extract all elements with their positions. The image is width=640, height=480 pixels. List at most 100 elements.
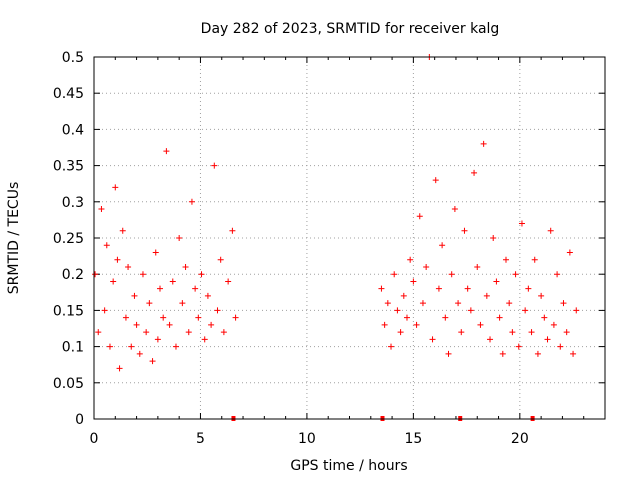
data-point xyxy=(442,314,449,321)
data-point xyxy=(128,343,135,350)
data-point xyxy=(125,263,132,270)
data-point xyxy=(493,278,500,285)
data-point xyxy=(429,336,436,343)
data-point xyxy=(477,321,484,328)
data-point xyxy=(152,249,159,256)
data-point xyxy=(391,271,398,278)
data-point xyxy=(169,278,176,285)
data-point xyxy=(149,358,156,365)
data-point xyxy=(445,350,452,357)
y-tick-label: 0.25 xyxy=(53,231,84,247)
grid-lines xyxy=(94,57,605,419)
data-point xyxy=(531,256,538,263)
data-point xyxy=(432,177,439,184)
data-point xyxy=(394,307,401,314)
y-axis-ticks: 0 0.05 0.1 0.15 0.2 0.25 0.3 0.35 0.4 0.45 0.5 xyxy=(53,50,605,428)
data-point xyxy=(471,169,478,176)
data-point xyxy=(122,314,129,321)
data-point xyxy=(518,220,525,227)
data-point xyxy=(455,300,462,307)
y-tick-label: 0.1 xyxy=(62,340,84,356)
data-point xyxy=(208,321,215,328)
data-point xyxy=(439,242,446,249)
data-point xyxy=(570,350,577,357)
data-point xyxy=(204,292,211,299)
data-point xyxy=(179,300,186,307)
data-point xyxy=(512,271,519,278)
data-point xyxy=(188,198,195,205)
data-point xyxy=(416,213,423,220)
y-tick-label: 0.15 xyxy=(53,303,84,319)
data-point xyxy=(461,227,468,234)
data-point xyxy=(515,343,522,350)
data-point xyxy=(103,242,110,249)
data-point xyxy=(163,148,170,155)
y-axis-label: SRMTID / TECUs xyxy=(6,182,22,295)
data-point xyxy=(534,350,541,357)
data-point xyxy=(566,249,573,256)
data-point xyxy=(474,263,481,270)
data-point xyxy=(400,292,407,299)
data-point xyxy=(522,307,529,314)
data-point xyxy=(528,329,535,336)
plot-frame xyxy=(93,56,606,420)
x-axis-ticks: 0 5 10 15 20 xyxy=(90,57,585,447)
data-point xyxy=(397,329,404,336)
data-point xyxy=(198,271,205,278)
data-point xyxy=(98,206,105,213)
x-axis-label: GPS time / hours xyxy=(290,458,407,474)
y-tick-label: 0.45 xyxy=(53,86,84,102)
data-point xyxy=(133,321,140,328)
data-point xyxy=(157,285,164,292)
data-point xyxy=(182,263,189,270)
data-point xyxy=(106,343,113,350)
data-point xyxy=(480,140,487,147)
x-tick-label: 15 xyxy=(404,431,422,447)
x-tick-label: 5 xyxy=(196,431,205,447)
data-point xyxy=(419,300,426,307)
data-point xyxy=(110,278,117,285)
data-point xyxy=(232,314,239,321)
data-point xyxy=(573,307,580,314)
data-point xyxy=(487,336,494,343)
data-point xyxy=(172,343,179,350)
data-point xyxy=(483,292,490,299)
data-point xyxy=(201,336,208,343)
y-tick-label: 0.2 xyxy=(62,267,84,283)
data-point xyxy=(550,321,557,328)
data-point xyxy=(229,227,236,234)
data-point xyxy=(217,256,224,263)
data-point xyxy=(496,314,503,321)
data-point xyxy=(139,271,146,278)
data-point xyxy=(195,314,202,321)
data-point xyxy=(166,321,173,328)
data-point xyxy=(101,307,108,314)
data-point xyxy=(502,256,509,263)
data-point xyxy=(544,336,551,343)
data-point xyxy=(225,278,232,285)
x-tick-label: 20 xyxy=(511,431,529,447)
data-point xyxy=(509,329,516,336)
data-point xyxy=(192,285,199,292)
data-point xyxy=(220,329,227,336)
y-tick-label: 0.3 xyxy=(62,195,84,211)
data-point xyxy=(154,336,161,343)
data-point xyxy=(563,329,570,336)
data-point xyxy=(464,285,471,292)
data-point xyxy=(410,278,417,285)
data-point xyxy=(95,329,102,336)
data-point xyxy=(388,343,395,350)
x-tick-label: 0 xyxy=(90,431,99,447)
data-point xyxy=(499,350,506,357)
data-point xyxy=(92,271,99,278)
data-point xyxy=(116,365,123,372)
data-point xyxy=(112,184,119,191)
data-point xyxy=(413,321,420,328)
data-point xyxy=(146,300,153,307)
data-point xyxy=(119,227,126,234)
data-point xyxy=(381,321,388,328)
data-point xyxy=(176,235,183,241)
data-point xyxy=(458,329,465,336)
data-point xyxy=(490,235,497,241)
